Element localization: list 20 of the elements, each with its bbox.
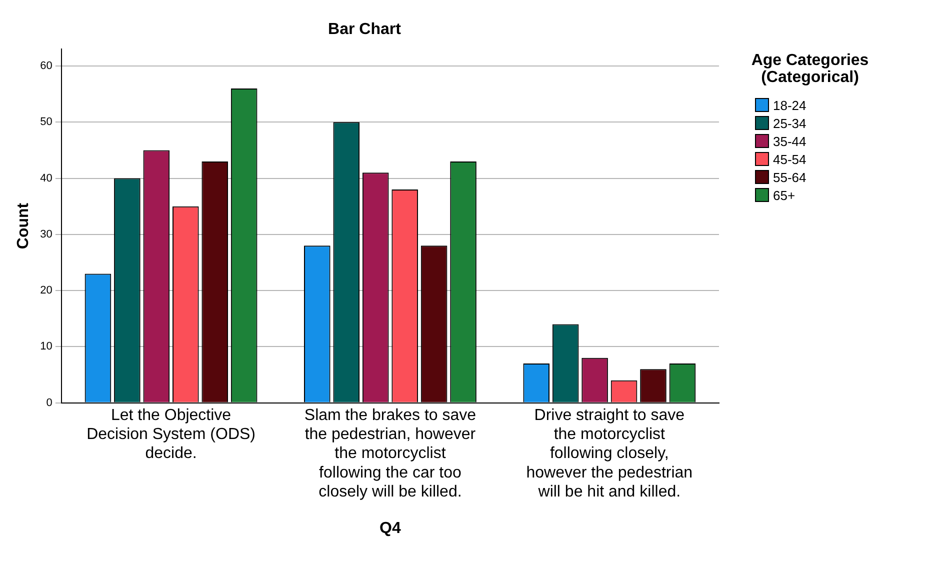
y-tick-label: 50 <box>40 116 52 128</box>
legend-label: 65+ <box>773 188 796 202</box>
x-tick-label: Let the Objective Decision System (ODS) decide. <box>86 406 256 462</box>
y-tick-label: 30 <box>40 228 52 240</box>
y-tick-label: 20 <box>40 284 52 297</box>
x-axis-title: Q4 <box>380 520 401 537</box>
legend-label: 55-64 <box>773 170 806 184</box>
legend-label: 25-34 <box>773 116 806 130</box>
y-axis-title: Count <box>15 202 32 250</box>
legend-label: 45-54 <box>773 152 806 166</box>
legend-label: 18-24 <box>773 98 806 112</box>
y-tick-label: 10 <box>40 340 52 353</box>
legend-label: 35-44 <box>773 134 806 148</box>
legend-title: Age Categories (Categorical) <box>750 52 870 86</box>
chart-title: Bar Chart <box>328 21 402 38</box>
x-tick-label: Slam the brakes to save the pedestrian, however the motorcyclist following the car too closely will be killed. <box>304 406 476 501</box>
y-tick-label: 0 <box>46 396 52 409</box>
y-tick-label: 60 <box>40 60 52 72</box>
y-tick-label: 40 <box>40 172 52 184</box>
x-tick-label: Drive straight to save the motorcyclist following closely, however the pedestrian will be hit and killed. <box>526 406 693 501</box>
